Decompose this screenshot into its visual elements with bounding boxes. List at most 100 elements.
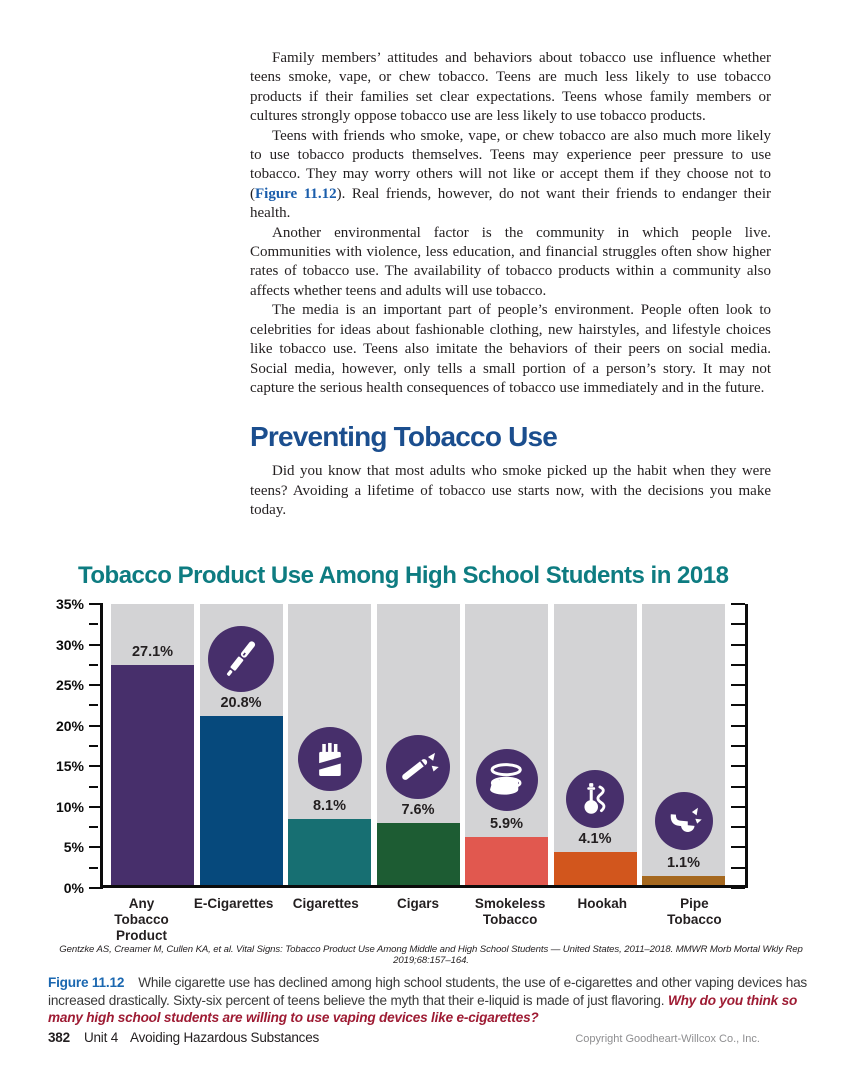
figure-11-12: Tobacco Product Use Among High School St… (40, 562, 822, 1027)
bar-smokeless-tobacco (465, 837, 548, 885)
value-label-hookah: 4.1% (578, 830, 612, 847)
value-label-cigarettes: 8.1% (312, 798, 347, 815)
y-axis-label: 30% (55, 636, 84, 653)
paragraph-peer-pressure-text: Teens with friends who smoke, vape, or c… (250, 127, 771, 202)
y-axis-tick-right (731, 745, 745, 747)
y-axis-tick-right (731, 805, 745, 808)
x-axis-label-smokeless-tobacco: Smokeless Tobacco (474, 896, 546, 927)
y-axis-tick-right (731, 603, 745, 605)
y-axis-tick-left (89, 805, 103, 808)
unit-title: Avoiding Hazardous Substances (130, 1030, 320, 1045)
y-axis-label: 0% (63, 880, 84, 896)
page-footer: 382 Unit 4 Avoiding Hazardous Substances C… (48, 1030, 760, 1045)
figure-caption: Figure 11.12 While cigarette use has decl… (48, 974, 820, 1027)
cigar-icon (386, 735, 450, 799)
value-label-any-tobacco-product: 27.1% (131, 644, 174, 661)
x-axis-label-any-tobacco-product: Any Tobacco Product (114, 896, 169, 943)
value-label-e-cigarettes: 20.8% (220, 695, 262, 712)
bar-column-any-tobacco-product: 27.1% (111, 604, 194, 885)
y-axis-tick-right (731, 663, 745, 666)
figure-caption-label: Figure 11.12 (48, 975, 125, 990)
chart-x-axis-labels: Any Tobacco Product E-Cigarettes Cigarette… (100, 896, 748, 944)
x-axis-label-hookah: Hookah (577, 896, 628, 911)
paragraph-peer-pressure: Teens with friends who smoke, vape, or c… (250, 127, 771, 224)
figure-caption-text: While cigarette use has declined among h… (48, 975, 808, 1008)
y-axis-tick-right (731, 623, 745, 626)
y-axis-label: 10% (55, 798, 84, 815)
cigarette-pack-icon (297, 727, 362, 791)
unit-label: Unit 4 (83, 1030, 119, 1045)
bar-column-cigarettes: 8.1% (288, 604, 371, 885)
paragraph-family-influence: Family members’ attitudes and behaviors … (250, 50, 771, 125)
bar-column-cigars: 7.6% (376, 604, 460, 885)
y-axis-tick-left (89, 887, 103, 889)
y-axis-tick-right (731, 887, 745, 889)
y-axis-tick-right (731, 765, 745, 768)
y-axis-label: 5% (63, 839, 84, 856)
chart-plot-area: 27.1% 20.8% 8.1% 7.6% 5.9% 4.1% 1.1% (89, 603, 748, 889)
tobacco-pipe-icon (654, 792, 713, 850)
bar-column-pipe-tobacco: 1.1% (642, 604, 725, 885)
value-label-cigars: 7.6% (401, 802, 435, 819)
y-axis-tick-right (731, 866, 745, 869)
value-label-pipe-tobacco: 1.1% (666, 855, 701, 872)
y-axis-label: 35% (55, 596, 84, 612)
y-axis-tick-left (89, 704, 98, 707)
bar-cigarettes (288, 819, 371, 885)
chart-source-citation: Gentzke AS, Creamer M, Cullen KA, et al.… (59, 944, 803, 966)
x-axis-label-e-cigarettes: E-Cigarettes (193, 896, 274, 911)
y-axis-tick-left (89, 623, 98, 626)
y-axis-label: 25% (55, 677, 84, 694)
y-axis-label: 20% (55, 717, 84, 734)
y-axis-tick-left (89, 603, 103, 605)
y-axis-tick-left (89, 826, 98, 829)
y-axis-tick-left (89, 663, 98, 666)
y-axis-tick-left (89, 866, 98, 869)
chart-bars-row: 27.1% 20.8% 8.1% 7.6% 5.9% 4.1% 1.1% (103, 604, 745, 885)
page-number: 382 (48, 1030, 70, 1045)
y-axis-tick-left (89, 643, 103, 646)
bar-column-hookah: 4.1% (553, 604, 637, 885)
smokeless-tobacco-tin-icon (475, 749, 538, 811)
bar-column-smokeless-tobacco: 5.9% (465, 604, 548, 885)
bar-cigars (376, 823, 460, 885)
y-axis-tick-left (89, 745, 98, 747)
value-label-smokeless-tobacco: 5.9% (489, 816, 524, 833)
y-axis-tick-right (731, 846, 745, 849)
vape-pen-icon (208, 626, 274, 692)
paragraph-did-you-know: Did you know that most adults who smoke … (250, 463, 771, 519)
y-axis-tick-right (731, 826, 745, 829)
figure-caption-question: Why do you think so many high school stu… (48, 992, 798, 1026)
paragraph-peer-pressure-text-after: ). Real friends, however, do not want th… (250, 185, 771, 222)
y-axis-tick-right (731, 724, 745, 727)
hookah-icon (566, 770, 624, 828)
x-axis-label-cigarettes: Cigarettes (292, 896, 359, 911)
footer-left: 382 Unit 4 Avoiding Hazardous Substances (48, 1030, 319, 1045)
body-text-column: Family members’ attitudes and behaviors … (250, 49, 771, 521)
y-axis-label: 15% (55, 758, 84, 775)
bar-chart: 27.1% 20.8% 8.1% 7.6% 5.9% 4.1% 1.1% Any Tobac… (40, 596, 822, 944)
y-axis-tick-left (89, 684, 103, 687)
bar-any-tobacco-product (111, 665, 194, 885)
paragraph-media-factor: The media is an important part of people… (250, 302, 771, 396)
y-axis-tick-left (89, 724, 103, 727)
bar-column-e-cigarettes: 20.8% (199, 604, 283, 885)
bar-pipe-tobacco (642, 876, 725, 885)
figure-11-12-reference-link[interactable]: Figure 11.12 (255, 185, 337, 202)
y-axis-tick-left (89, 785, 98, 788)
y-axis-tick-right (731, 785, 745, 788)
bar-e-cigarettes (199, 716, 283, 885)
column-background (553, 604, 637, 885)
y-axis-tick-right (731, 684, 745, 687)
x-axis-label-pipe-tobacco: Pipe Tobacco (667, 896, 722, 927)
y-axis-tick-right (731, 704, 745, 707)
y-axis-tick-left (89, 846, 103, 849)
y-axis-tick-right (731, 643, 745, 646)
copyright-notice: Copyright Goodheart-Willcox Co., Inc. (575, 1033, 760, 1045)
bar-hookah (553, 851, 637, 885)
paragraph-community-factor: Another environmental factor is the comm… (250, 224, 771, 299)
section-heading-preventing-tobacco-use: Preventing Tobacco Use (250, 421, 558, 453)
chart-title: Tobacco Product Use Among High School St… (78, 562, 729, 589)
y-axis-tick-left (89, 765, 103, 768)
